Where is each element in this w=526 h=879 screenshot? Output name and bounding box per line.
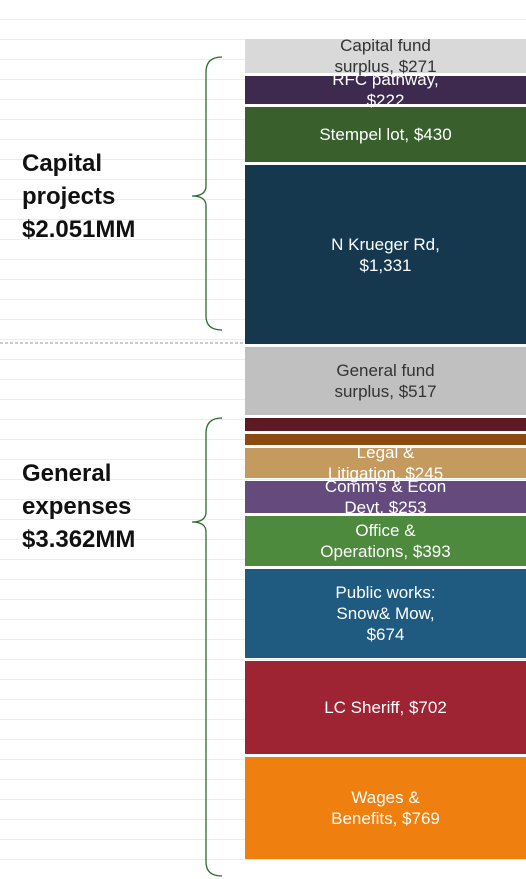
segment-label: General fund surplus, $517 [319, 360, 453, 402]
segment-name: General fund surplus, [334, 360, 435, 401]
segment-name: Comm's & Econ Devt, [324, 476, 447, 517]
segment-label: RFC pathway, $222 [319, 69, 453, 111]
segment-label: N Krueger Rd, $1,331 [319, 234, 453, 276]
segment-label: Stempel lot, $430 [319, 124, 453, 145]
value-label: $674 [366, 625, 405, 645]
segment [245, 417, 526, 431]
segment: LC Sheriff, $702 [245, 661, 526, 755]
segment-label: Legal & Litigation, $245 [319, 442, 453, 484]
segment-label: Public works: Snow& Mow, $674 [319, 582, 453, 645]
segment-label: LC Sheriff, $702 [319, 697, 453, 718]
segment-name: Office & Operations, [320, 520, 416, 561]
segment: RFC pathway, $222 [245, 70, 526, 110]
segment-name: Stempel lot, [319, 124, 410, 144]
segment-name: LC Sheriff, [324, 698, 405, 718]
value-label: $769 [402, 809, 440, 828]
segment: Legal & Litigation, $245 [245, 443, 526, 483]
segment [245, 433, 526, 445]
group-name: General expenses [22, 460, 132, 520]
segment: Wages & Benefits, $769 [245, 757, 526, 859]
value-label: $393 [412, 541, 451, 561]
value-label: $253 [388, 497, 427, 517]
brace [191, 417, 223, 877]
segment-name: Wages & Benefits, [331, 788, 420, 828]
value-label: $222 [366, 90, 405, 110]
brace [191, 56, 223, 331]
group-name: Capital projects [22, 150, 116, 210]
segment: N Krueger Rd, $1,331 [245, 165, 526, 344]
segment: Office & Operations, $393 [245, 515, 526, 567]
segment: Public works: Snow& Mow, $674 [245, 569, 526, 659]
segment-name: Legal & Litigation, [327, 442, 415, 483]
value-label: $245 [405, 463, 444, 483]
segment: General fund surplus, $517 [245, 346, 526, 415]
segment-name: RFC pathway, [332, 69, 439, 89]
value-label: $702 [408, 698, 447, 718]
group-total: $3.362MM [22, 526, 136, 553]
segment-label: Wages & Benefits, $769 [319, 787, 453, 829]
group-label: General expenses $3.362MM [22, 457, 182, 556]
value-label: $430 [413, 124, 452, 144]
segment-name: Capital fund surplus, [334, 36, 431, 77]
segment-name: Public works: Snow& Mow, [335, 583, 436, 624]
group-label: Capital projects $2.051MM [22, 147, 182, 246]
segment-label: Comm's & Econ Devt, $253 [319, 476, 453, 518]
group-total: $2.051MM [22, 216, 136, 243]
segment: Capital fund surplus, $271 [245, 36, 526, 76]
segment-name: N Krueger Rd, [331, 234, 440, 254]
segment-label: Capital fund surplus, $271 [319, 35, 453, 77]
value-label: $517 [398, 381, 437, 401]
segment-label: Office & Operations, $393 [319, 520, 453, 562]
value-label: $271 [398, 57, 437, 77]
segment: Comm's & Econ Devt, $253 [245, 477, 526, 517]
segment: Stempel lot, $430 [245, 106, 526, 163]
value-label: $1,331 [359, 255, 412, 275]
